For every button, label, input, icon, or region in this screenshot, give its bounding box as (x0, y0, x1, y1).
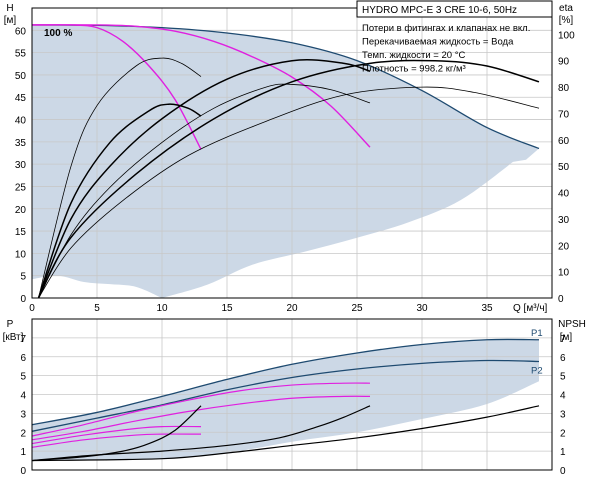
y-tick-label: 45 (15, 93, 27, 104)
y-tick-label: 25 (15, 182, 27, 193)
npsh-tick-label: 6 (560, 353, 566, 364)
y2-tick-label: 60 (558, 136, 570, 147)
power-speed-curve (31, 382, 371, 437)
y-axis-label: H (6, 3, 13, 14)
y-tick-label: 60 (15, 26, 27, 37)
x-tick-label: 35 (481, 303, 493, 314)
y-axis-unit: [м] (4, 15, 17, 26)
p-tick-label: 6 (20, 353, 26, 364)
y2-tick-label: 100 (558, 30, 575, 41)
p-axis-unit: [кВт] (3, 332, 24, 343)
efficiency-curve (37, 59, 540, 299)
head-envelope-area (32, 24, 539, 298)
p-tick-label: 1 (20, 447, 26, 458)
y2-tick-label: 50 (558, 162, 570, 173)
p-tick-label: 7 (20, 334, 26, 345)
x-tick-label: 30 (416, 303, 428, 314)
x-tick-label: 10 (156, 303, 168, 314)
npsh-tick-label: 5 (560, 372, 566, 383)
power-speed-curve (31, 433, 202, 448)
x-axis-label: Q [м³/ч] (513, 303, 548, 314)
y2-axis-label: eta (559, 3, 573, 14)
power-curve (31, 338, 540, 426)
y2-axis-unit: [%] (559, 15, 574, 26)
y2-tick-label: 90 (558, 57, 570, 68)
info-line: Темп. жидкости = 20 °C (362, 50, 465, 61)
npsh-tick-label: 4 (560, 391, 566, 402)
npsh-axis-label: NPSH (558, 319, 586, 330)
title-box (356, 0, 553, 18)
x-tick-label: 0 (29, 303, 35, 314)
series-label: P2 (531, 365, 543, 376)
y-tick-label: 40 (15, 116, 27, 127)
x-tick-label: 5 (94, 303, 100, 314)
y-tick-label: 30 (15, 160, 27, 171)
efficiency-curve (38, 83, 371, 299)
power-speed-curve (31, 425, 202, 445)
efficiency-curve (38, 57, 202, 299)
x-tick-label: 25 (351, 303, 363, 314)
p-axis-label: P (7, 319, 14, 330)
y-tick-label: 10 (15, 249, 27, 260)
info-line: Перекачиваемая жидкость = Вода (362, 37, 514, 48)
y2-tick-label: 20 (558, 241, 570, 252)
y-tick-label: 55 (15, 49, 27, 60)
info-line: Плотность = 998.2 кг/м³ (362, 64, 466, 75)
bottom-plot-frame (31, 318, 553, 471)
y-tick-label: 5 (20, 272, 26, 283)
chart-title: HYDRO MPC-E 3 CRE 10-6, 50Hz (362, 5, 517, 16)
power-speed-curve (31, 395, 371, 441)
p-tick-label: 4 (20, 391, 26, 402)
top-plot-frame (31, 7, 553, 299)
series-label: P1 (531, 328, 543, 339)
head-curve (31, 24, 371, 148)
npsh-tick-label: 7 (560, 334, 566, 345)
efficiency-curve (38, 86, 540, 299)
npsh-curve (31, 405, 371, 462)
p-tick-label: 0 (20, 466, 26, 477)
y2-tick-label: 0 (558, 294, 564, 305)
y-tick-label: 50 (15, 71, 27, 82)
npsh-axis-unit: [м] (560, 332, 573, 343)
npsh-tick-label: 1 (560, 447, 566, 458)
speed-annotation: 100 % (44, 28, 72, 39)
npsh-tick-label: 3 (560, 409, 566, 420)
npsh-curve (31, 405, 540, 462)
p-tick-label: 5 (20, 372, 26, 383)
x-tick-label: 20 (286, 303, 298, 314)
y2-tick-label: 30 (558, 215, 570, 226)
efficiency-curve (37, 59, 371, 299)
info-line: Потери в фитингах и клапанах не вкл. (362, 23, 530, 34)
y-tick-label: 20 (15, 205, 27, 216)
power-curve (31, 359, 540, 432)
y2-tick-label: 40 (558, 189, 570, 200)
npsh-curve (31, 405, 202, 462)
y2-tick-label: 10 (558, 268, 570, 279)
p-tick-label: 2 (20, 428, 26, 439)
y2-tick-label: 70 (558, 109, 570, 120)
npsh-tick-label: 0 (560, 466, 566, 477)
efficiency-curve (37, 103, 202, 299)
x-tick-label: 15 (221, 303, 233, 314)
y-tick-label: 35 (15, 138, 27, 149)
npsh-tick-label: 2 (560, 428, 566, 439)
y-tick-label: 15 (15, 227, 27, 238)
y-tick-label: 0 (20, 294, 26, 305)
power-envelope-area (32, 339, 539, 461)
p-tick-label: 3 (20, 409, 26, 420)
y2-tick-label: 80 (558, 83, 570, 94)
